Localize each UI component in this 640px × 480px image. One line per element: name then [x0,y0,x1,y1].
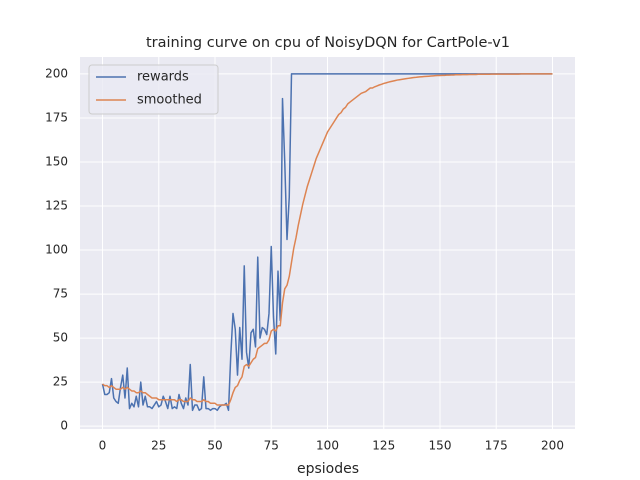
y-tick-label: 125 [45,199,68,213]
x-tick-label: 25 [151,439,166,453]
x-tick-label: 150 [429,439,452,453]
x-tick-label: 0 [99,439,107,453]
x-tick-label: 200 [541,439,564,453]
y-tick-label: 175 [45,110,68,124]
y-tick-label: 200 [45,66,68,80]
legend-label: rewards [137,70,189,85]
x-tick-label: 175 [485,439,508,453]
y-tick-label: 50 [53,331,68,345]
y-tick-label: 75 [53,287,68,301]
legend-label: smoothed [137,93,202,108]
y-tick-label: 100 [45,243,68,257]
y-tick-label: 150 [45,154,68,168]
x-tick-label: 50 [207,439,222,453]
series-line [102,73,553,406]
chart-title: training curve on cpu of NoisyDQN for Ca… [146,35,510,51]
x-axis-label: epsiodes [297,461,359,477]
x-tick-label: 75 [264,439,279,453]
y-tick-label: 25 [53,375,68,389]
x-tick-label: 100 [316,439,339,453]
y-tick-label: 0 [60,419,68,433]
x-tick-label: 125 [372,439,395,453]
